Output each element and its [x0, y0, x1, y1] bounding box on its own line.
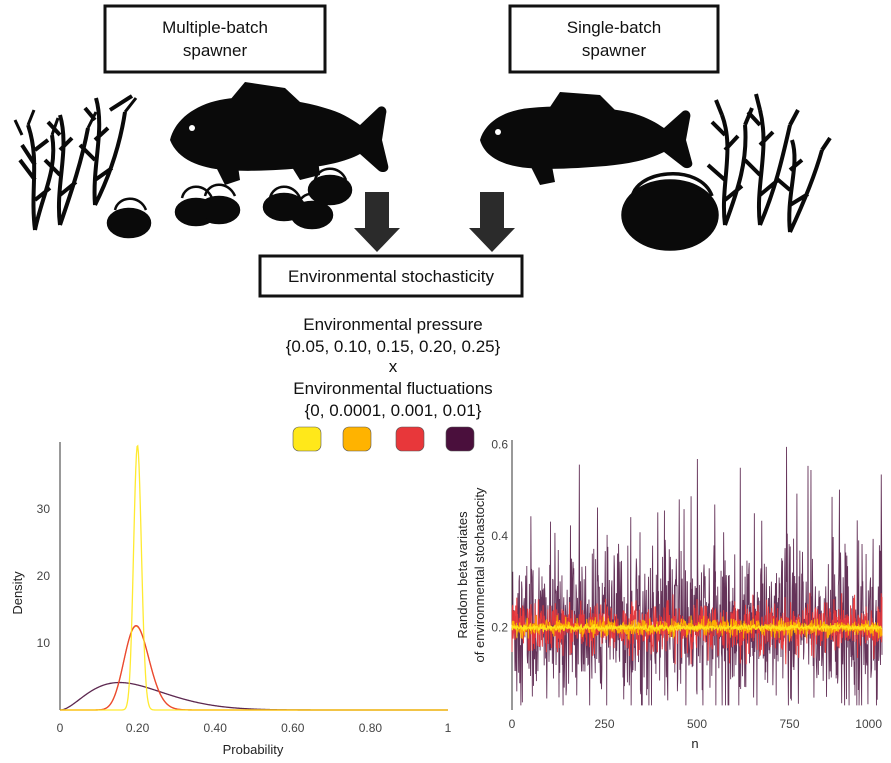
density-x-axis-title: Probability: [223, 742, 284, 757]
beta-x-tick-label: 0: [509, 717, 516, 731]
density-x-tick-label: 0.20: [126, 721, 150, 735]
single-batch-fish-icon: [480, 92, 693, 185]
multiple-batch-label-line2: spawner: [183, 41, 248, 60]
swatch-1: [292, 426, 322, 452]
single-batch-spawner-box: Single-batch spawner: [508, 4, 720, 74]
density-x-tick-label: 0: [57, 721, 64, 735]
beta-y-tick-label: 0.6: [491, 438, 508, 452]
density-x-tick-label: 0.40: [204, 721, 228, 735]
density-curve-2: [60, 625, 448, 711]
multiple-batch-spawner-box: Multiple-batch spawner: [103, 4, 327, 74]
times-symbol: x: [389, 357, 398, 376]
beta-y-tick-label: 0.2: [491, 621, 508, 635]
environmental-pressure-values: {0.05, 0.10, 0.15, 0.20, 0.25}: [286, 337, 501, 356]
beta-y-axis-title-line1: Random beta variates: [455, 511, 470, 639]
beta-series-2: [511, 592, 883, 665]
density-chart: 10 20 30 0 0.20 0.40 0.60 0.80 1 Probability De…: [10, 442, 452, 757]
density-curve-3: [60, 624, 448, 711]
environmental-stochasticity-box: Environmental stochasticity: [258, 254, 524, 298]
beta-series-4: [511, 622, 883, 633]
small-egg-batches-icon: [106, 167, 353, 239]
density-x-tick-label: 0.60: [281, 721, 305, 735]
right-down-arrow-icon: [469, 192, 515, 252]
density-curves: [60, 444, 448, 711]
parameter-formula: Environmental pressure {0.05, 0.10, 0.15…: [286, 315, 501, 420]
beta-series-1: [511, 446, 883, 706]
beta-y-ticks: 0.2 0.4 0.6: [491, 438, 508, 635]
beta-y-axis-title-line2: of environmental stochastocity: [472, 487, 487, 662]
density-y-ticks: 10 20 30: [37, 502, 51, 650]
density-y-axis-title: Density: [10, 571, 25, 615]
swatch-3: [395, 426, 425, 452]
environmental-fluctuations-label: Environmental fluctuations: [293, 379, 492, 398]
multiple-batch-fish-icon: [170, 82, 389, 185]
beta-x-tick-label: 500: [687, 717, 707, 731]
single-batch-label-line1: Single-batch: [567, 18, 662, 37]
seaweed-left-icon: [13, 94, 138, 231]
density-x-tick-label: 0.80: [359, 721, 383, 735]
multiple-batch-label-line1: Multiple-batch: [162, 18, 268, 37]
beta-variates-chart: 0.2 0.4 0.6 0 250 500 750 1000 n Random beta v…: [455, 438, 883, 751]
swatch-4: [445, 426, 475, 452]
beta-x-tick-label: 250: [594, 717, 614, 731]
beta-y-tick-label: 0.4: [491, 529, 508, 543]
fluctuation-color-legend: [292, 426, 475, 452]
large-egg-batch-icon: [621, 172, 719, 251]
density-x-tick-label: 1: [445, 721, 452, 735]
swatch-2: [342, 426, 372, 452]
beta-x-tick-label: 1000: [855, 717, 882, 731]
density-y-tick-label: 30: [37, 502, 51, 516]
density-x-ticks: 0 0.20 0.40 0.60 0.80 1: [57, 721, 452, 735]
beta-x-ticks: 0 250 500 750 1000: [509, 717, 883, 731]
environmental-stochasticity-label: Environmental stochasticity: [288, 267, 494, 286]
beta-x-axis-title: n: [691, 736, 698, 751]
environmental-fluctuations-values: {0, 0.0001, 0.001, 0.01}: [305, 401, 482, 420]
single-batch-label-line2: spawner: [582, 41, 647, 60]
beta-series-lines: [511, 446, 883, 706]
seaweed-right-icon: [706, 93, 832, 233]
left-down-arrow-icon: [354, 192, 400, 252]
environmental-pressure-label: Environmental pressure: [303, 315, 483, 334]
density-curve-1: [60, 444, 448, 711]
beta-x-tick-label: 750: [779, 717, 799, 731]
density-y-tick-label: 20: [37, 569, 51, 583]
density-y-tick-label: 10: [37, 636, 51, 650]
